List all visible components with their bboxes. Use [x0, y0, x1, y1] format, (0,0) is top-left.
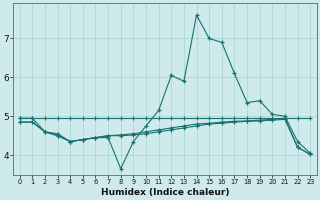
X-axis label: Humidex (Indice chaleur): Humidex (Indice chaleur)	[101, 188, 229, 197]
